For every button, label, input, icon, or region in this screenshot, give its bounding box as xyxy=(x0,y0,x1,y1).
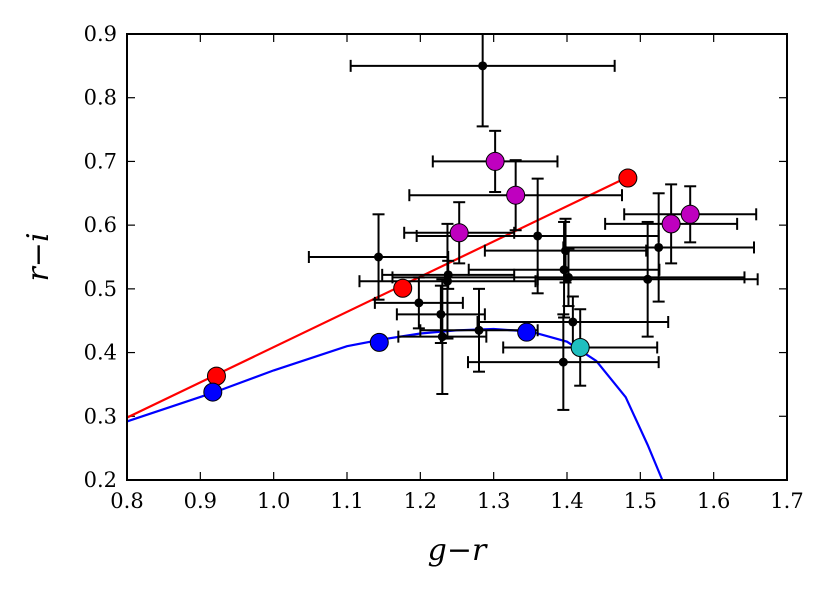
y-tick-label: 0.3 xyxy=(84,404,117,428)
black-data-point xyxy=(561,246,571,256)
x-tick-label: 1.2 xyxy=(404,489,437,513)
black-data-point xyxy=(437,332,447,342)
black-data-point xyxy=(643,274,653,284)
black-data-point xyxy=(436,309,446,319)
x-tick-label: 1.5 xyxy=(624,489,657,513)
blue-marker-point xyxy=(203,382,223,402)
plot-frame xyxy=(126,33,788,481)
black-data-point xyxy=(654,242,664,252)
black-data-point xyxy=(478,61,488,71)
x-tick-label: 1.0 xyxy=(257,489,290,513)
black-data-point xyxy=(558,357,568,367)
y-tick-label: 0.5 xyxy=(84,277,117,301)
y-axis-label: r−i xyxy=(21,232,56,281)
markers-layer xyxy=(203,61,700,402)
blue-marker-point xyxy=(517,322,537,342)
y-tick-label: 0.9 xyxy=(84,22,117,46)
y-tick-label: 0.2 xyxy=(84,468,117,492)
black-data-point xyxy=(374,252,384,262)
magenta-marker-point xyxy=(449,223,469,243)
x-tick-label: 1.4 xyxy=(550,489,583,513)
tick-labels-layer: 0.8 0.9 1.0 1.1 1.2 1.3 1.4 1.5 1.6 1.7 0.2 0.3 0.4 0… xyxy=(84,22,804,513)
ticks-layer xyxy=(126,33,788,481)
red-marker-point xyxy=(206,366,226,386)
black-data-point xyxy=(474,325,484,335)
blue-marker-point xyxy=(369,332,389,352)
y-tick-label: 0.8 xyxy=(84,86,117,110)
magenta-marker-point xyxy=(506,185,526,205)
plot-background xyxy=(127,34,787,480)
cyan-marker-point xyxy=(570,337,590,357)
magenta-marker-point xyxy=(680,204,700,224)
x-tick-label: 1.1 xyxy=(330,489,363,513)
y-tick-label: 0.4 xyxy=(84,341,117,365)
black-data-point xyxy=(559,265,569,275)
black-data-point xyxy=(568,317,578,327)
y-tick-label: 0.7 xyxy=(84,149,117,173)
black-data-point xyxy=(563,272,573,282)
x-axis-label: g−r xyxy=(428,533,488,568)
black-data-point xyxy=(533,231,543,241)
x-tick-label: 1.3 xyxy=(477,489,510,513)
red-marker-point xyxy=(393,278,413,298)
black-data-point xyxy=(414,298,424,308)
y-tick-label: 0.6 xyxy=(84,213,117,237)
red-marker-point xyxy=(618,168,638,188)
x-tick-label: 1.7 xyxy=(770,489,803,513)
magenta-marker-point xyxy=(485,151,505,171)
x-tick-label: 1.6 xyxy=(697,489,730,513)
magenta-marker-point xyxy=(661,214,681,234)
x-tick-label: 0.9 xyxy=(184,489,217,513)
x-tick-label: 0.8 xyxy=(110,489,143,513)
black-data-point xyxy=(442,276,452,286)
